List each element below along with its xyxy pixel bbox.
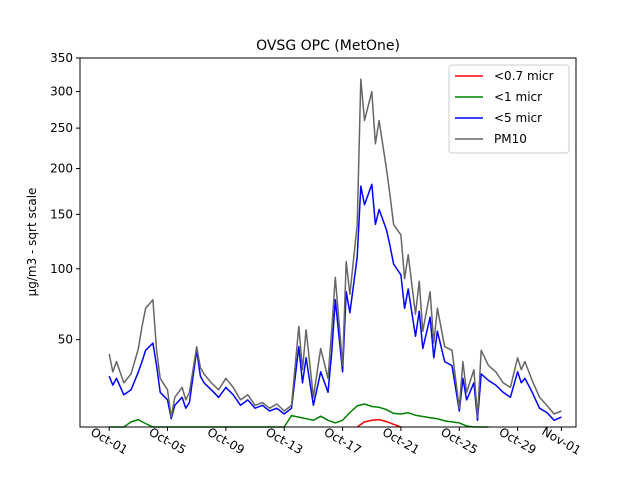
series-line-2	[108, 183, 562, 422]
chart-title: OVSG OPC (MetOne)	[256, 38, 400, 54]
legend-label: <0.7 micr	[494, 69, 554, 83]
plot-frame	[79, 57, 577, 428]
series-line-1	[109, 403, 489, 428]
series-line-3	[108, 78, 562, 418]
legend-label: <1 micr	[494, 90, 542, 104]
y-tick-label: 250	[50, 121, 73, 135]
x-axis: Oct-01 Oct-05 Oct-09 Oct-13 Oct-17 Oct-21 Oct-…	[88, 424, 583, 457]
y-axis-label: µg/m3 - sqrt scale	[25, 188, 39, 297]
y-axis: 50 100 150 200 250 300 350	[50, 51, 80, 347]
y-tick-label: 100	[50, 262, 73, 276]
series-line-0	[356, 418, 402, 428]
y-tick-label: 300	[50, 85, 73, 99]
y-tick-label: 350	[50, 51, 73, 65]
legend-box	[448, 64, 570, 154]
y-tick-label: 50	[58, 333, 73, 347]
y-tick-label: 150	[50, 207, 73, 221]
legend-label: PM10	[494, 132, 527, 146]
y-tick-label: 200	[50, 162, 73, 176]
legend: <0.7 micr <1 micr <5 micr PM10	[448, 64, 570, 154]
legend-label: <5 micr	[494, 111, 542, 125]
